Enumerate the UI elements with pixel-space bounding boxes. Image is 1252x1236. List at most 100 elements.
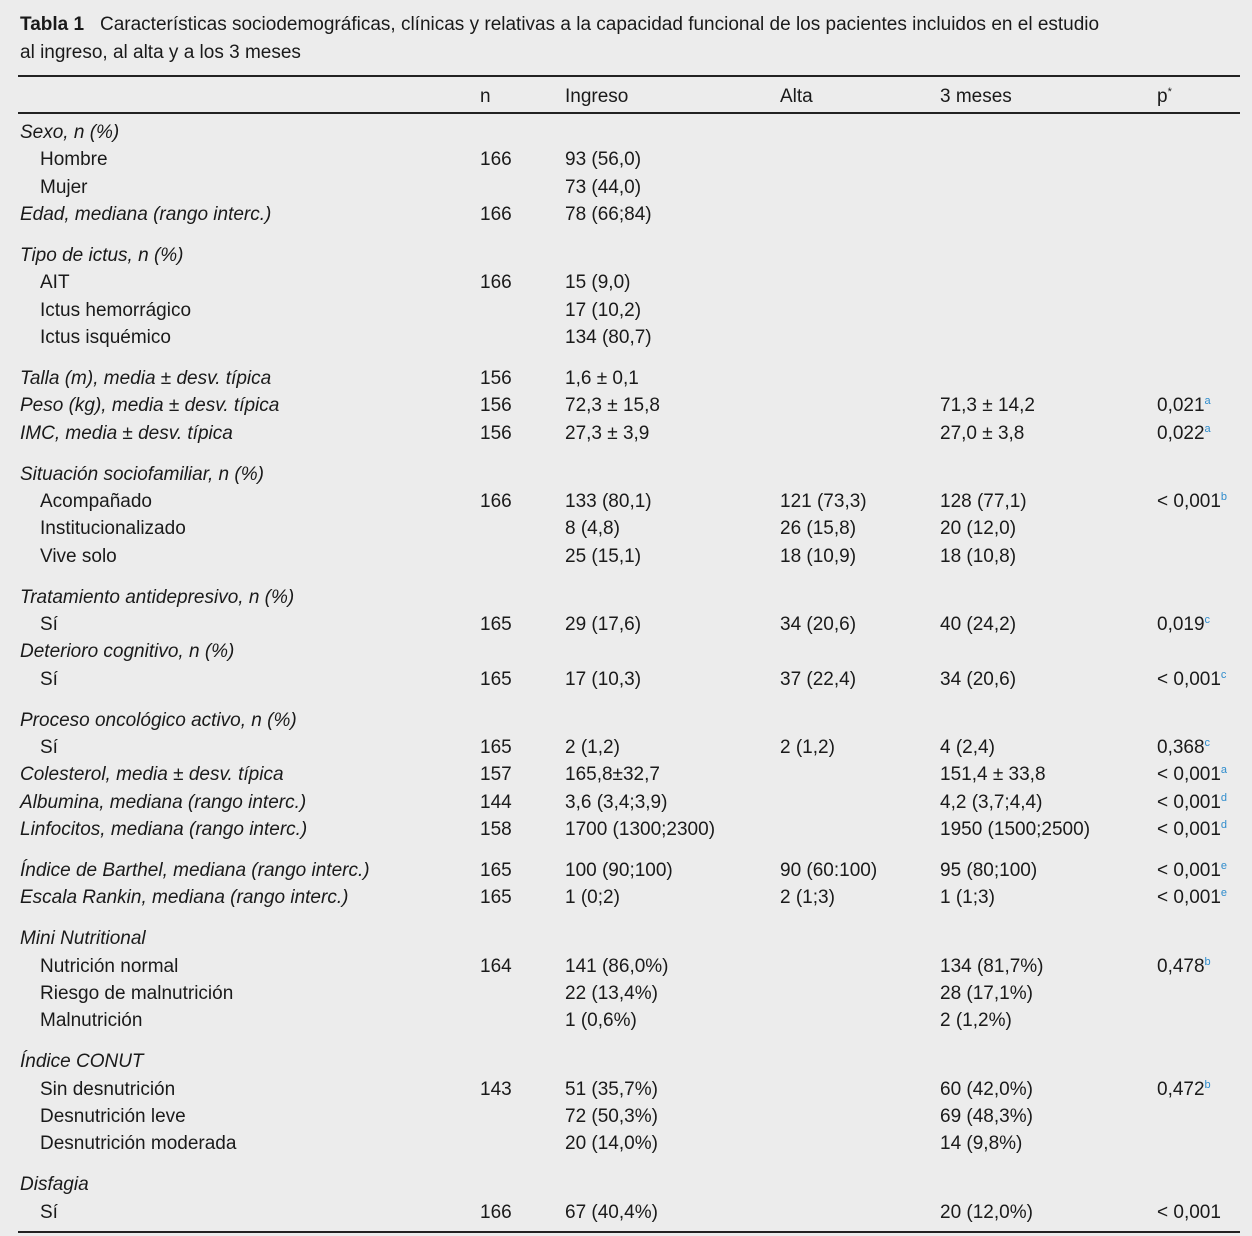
option-label: Nutrición normal [40, 955, 179, 977]
value: 3,6 (3,4;3,9) [565, 791, 668, 813]
p-note: e [1220, 860, 1228, 872]
value: 128 (77,1) [940, 491, 1027, 512]
option-label: Sí [40, 668, 58, 690]
p-note: b [1204, 955, 1211, 968]
value-cell: 27,0 ± 3,8 [940, 423, 1024, 445]
value: 164 [480, 955, 512, 977]
value-cell: 2 (1,2%) [940, 1010, 1012, 1032]
p-note: a [1204, 422, 1211, 435]
column-header: n [480, 86, 491, 107]
value: 28 (17,1%) [940, 983, 1033, 1004]
value-cell: 156 [480, 368, 512, 390]
value: 37 (22,4) [780, 668, 857, 690]
value-cell: 15 (9,0) [565, 272, 630, 294]
value-cell: 73 (44,0) [565, 177, 641, 199]
value: 1 (0;2) [565, 887, 620, 909]
value-cell: 165 [480, 737, 512, 759]
value-cell: 72,3 ± 15,8 [565, 395, 660, 417]
value-cell: 158 [480, 819, 512, 841]
value-cell: < 0,001c [1157, 669, 1226, 691]
value-cell: 165 [480, 860, 512, 882]
value: < 0,001 [1157, 860, 1221, 881]
value-cell: < 0,001d [1157, 792, 1227, 814]
value-cell: 72 (50,3%) [565, 1106, 658, 1128]
value: 134 (81,7%) [940, 955, 1044, 977]
value-cell: 25 (15,1) [565, 546, 641, 568]
column-header-cell: 3 meses [940, 86, 1012, 108]
value-cell: 0,021a [1157, 395, 1211, 417]
value-cell: 1 (0,6%) [565, 1010, 637, 1032]
value: 0,368 [1157, 737, 1205, 758]
option-label: Ictus isquémico [40, 327, 171, 349]
variable-label: IMC, media ± desv. típica [20, 422, 233, 444]
value-cell: 95 (80;100) [940, 860, 1037, 882]
value-cell: 18 (10,9) [780, 546, 856, 568]
value-cell: < 0,001e [1157, 887, 1227, 909]
p-note: c [1204, 614, 1211, 626]
option-label: Riesgo de malnutrición [40, 983, 234, 1004]
value-cell: 164 [480, 956, 512, 978]
option-label: Vive solo [40, 545, 117, 567]
p-note: e [1220, 887, 1228, 900]
value-cell: 37 (22,4) [780, 669, 856, 691]
value: 18 (10,8) [940, 545, 1017, 567]
value-cell: 156 [480, 423, 512, 445]
value: 2 (1;3) [780, 887, 835, 909]
value: 133 (80,1) [565, 491, 652, 512]
value-cell: 157 [480, 764, 512, 786]
value-cell: 22 (13,4%) [565, 983, 658, 1005]
value-cell: 40 (24,2) [940, 614, 1016, 636]
value: 158 [480, 819, 512, 841]
variable-label: Colesterol, media ± desv. típica [20, 764, 284, 786]
value-cell: 14 (9,8%) [940, 1133, 1022, 1155]
value: 1950 (1500;2500) [940, 819, 1091, 841]
value: 90 (60:100) [780, 860, 878, 881]
value: 1 (1;3) [940, 887, 995, 909]
value: 27,3 ± 3,9 [565, 422, 650, 444]
value: 67 (40,4%) [565, 1201, 658, 1223]
value-cell: 165 [480, 614, 512, 636]
value-cell: 20 (14,0%) [565, 1133, 658, 1155]
value: 95 (80;100) [940, 860, 1038, 881]
value-cell: 134 (81,7%) [940, 956, 1044, 978]
variable-label: Mini Nutritional [20, 928, 146, 950]
value-cell: 34 (20,6) [780, 614, 856, 636]
value: 166 [480, 204, 512, 226]
value: 134 (80,7) [565, 327, 652, 349]
value: 34 (20,6) [940, 668, 1017, 690]
value-cell: 0,472b [1157, 1079, 1211, 1101]
value: 0,022 [1157, 422, 1205, 444]
value-cell: 27,3 ± 3,9 [565, 423, 649, 445]
variable-label: Edad, mediana (rango interc.) [20, 204, 272, 226]
value: 15 (9,0) [565, 272, 631, 294]
caption-line: Características sociodemográficas, clíni… [100, 14, 1100, 35]
variable-label: Tipo de ictus, n (%) [20, 245, 184, 266]
option-label: Acompañado [40, 491, 152, 512]
value-cell: 8 (4,8) [565, 518, 620, 540]
value-cell: 133 (80,1) [565, 491, 652, 513]
value-cell: 2 (1,2) [565, 737, 620, 759]
value: 165 [480, 668, 512, 690]
value: 22 (13,4%) [565, 983, 658, 1004]
value: 1700 (1300;2300) [565, 819, 716, 841]
value: 27,0 ± 3,8 [940, 422, 1025, 444]
value-cell: < 0,001e [1157, 860, 1227, 882]
value: 20 (12,0) [940, 518, 1017, 540]
value: < 0,001 [1157, 791, 1221, 813]
value-cell: 0,022a [1157, 423, 1211, 445]
value-cell: 1 (0;2) [565, 887, 620, 909]
value: 143 [480, 1078, 512, 1100]
p-note: a [1220, 764, 1228, 777]
value: 17 (10,3) [565, 668, 642, 690]
value-cell: 67 (40,4%) [565, 1202, 658, 1224]
value: 141 (86,0%) [565, 955, 669, 977]
value-cell: 2 (1,2) [780, 737, 835, 759]
value: 166 [480, 272, 512, 294]
value-cell: 121 (73,3) [780, 491, 867, 513]
option-label: Sí [40, 1201, 58, 1223]
variable-label: Proceso oncológico activo, n (%) [20, 709, 297, 731]
value-cell: 17 (10,2) [565, 300, 641, 322]
variable-label: Albumina, mediana (rango interc.) [20, 791, 307, 813]
value: < 0,001 [1157, 819, 1221, 841]
value: 8 (4,8) [565, 518, 620, 540]
